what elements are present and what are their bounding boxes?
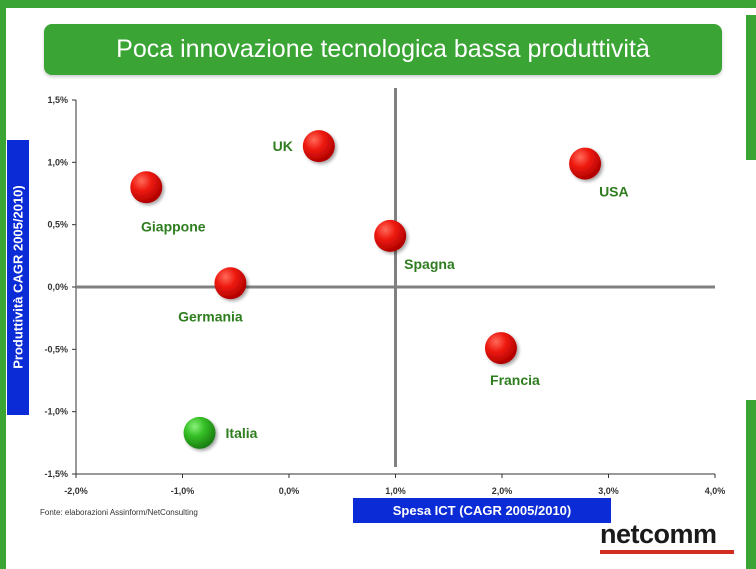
x-tick-label: 1,0%: [385, 486, 406, 496]
point-giappone: [130, 171, 163, 204]
x-tick-label: 2,0%: [492, 486, 513, 496]
logo-tagline-strip: [600, 550, 734, 554]
point-label-giappone: Giappone: [141, 218, 206, 234]
y-tick-label: 0,5%: [47, 220, 68, 230]
x-tick-label: -2,0%: [64, 486, 88, 496]
point-label-francia: Francia: [490, 372, 540, 388]
x-tick-label: -1,0%: [171, 486, 195, 496]
logo-wordmark: netcomm: [600, 519, 717, 549]
y-tick-label: -0,5%: [44, 344, 68, 354]
x-axis-label: Spesa ICT (CAGR 2005/2010): [353, 498, 611, 523]
y-tick-label: 1,0%: [47, 157, 68, 167]
point-label-usa: USA: [599, 184, 629, 200]
point-francia: [484, 332, 517, 365]
point-label-germania: Germania: [178, 308, 243, 324]
y-tick-label: 0,0%: [47, 282, 68, 292]
netcomm-logo: netcomm: [600, 519, 734, 559]
right-accent-bar-top: [746, 15, 756, 160]
point-usa: [569, 147, 602, 180]
y-axis-label-box: [7, 140, 29, 415]
point-uk: [302, 130, 335, 163]
x-tick-label: 0,0%: [279, 486, 300, 496]
slide-title: Poca innovazione tecnologica bassa produ…: [44, 24, 722, 75]
y-tick-label: 1,5%: [47, 95, 68, 105]
point-label-italia: Italia: [226, 425, 258, 441]
source-note: Fonte: elaborazioni Assinform/NetConsult…: [40, 508, 198, 517]
point-italia: [183, 416, 216, 449]
point-spagna: [374, 219, 407, 252]
point-label-uk: UK: [273, 138, 293, 154]
right-accent-bar-bottom: [746, 400, 756, 569]
y-axis-label: Produttività CAGR 2005/2010): [10, 185, 26, 369]
y-tick-label: -1,5%: [44, 469, 68, 479]
point-label-spagna: Spagna: [404, 256, 455, 272]
x-tick-label: 3,0%: [598, 486, 619, 496]
left-accent-bar: [0, 412, 6, 569]
y-tick-label: -1,0%: [44, 407, 68, 417]
point-germania: [214, 267, 247, 300]
x-tick-label: 4,0%: [705, 486, 726, 496]
